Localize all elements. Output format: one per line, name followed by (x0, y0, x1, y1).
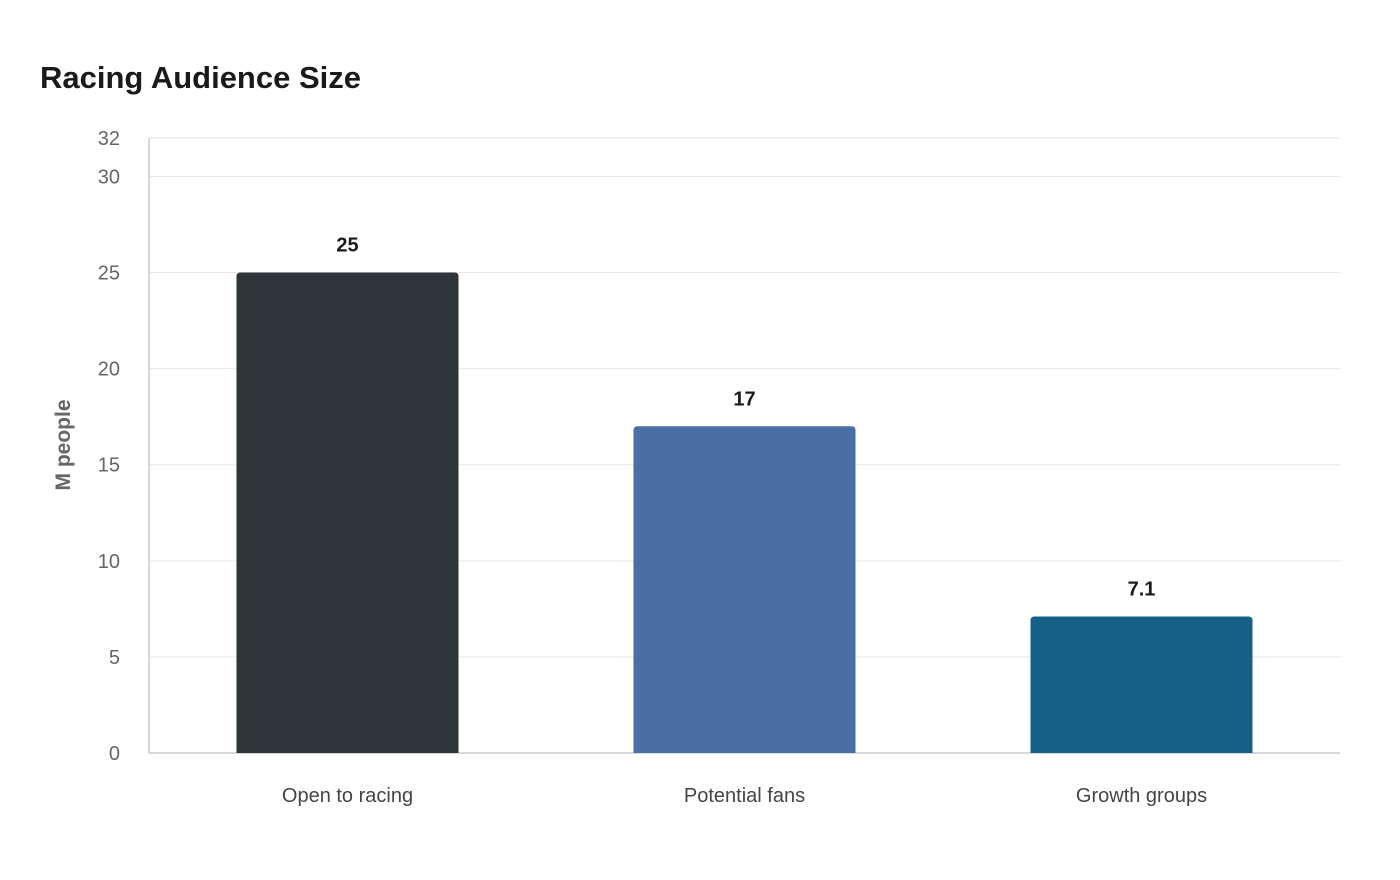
y-tick-labels: 0 5 10 15 20 25 30 32 (98, 128, 120, 765)
y-tick-label: 20 (98, 359, 120, 381)
y-tick-label: 0 (109, 743, 120, 765)
bars (236, 272, 1253, 753)
chart-title: Racing Audience Size (40, 60, 361, 95)
category-label-2: Potential fans (684, 785, 805, 807)
y-tick-label: 25 (98, 263, 120, 285)
value-labels: 25 17 7.1 (336, 235, 1155, 601)
bar-1 (236, 272, 459, 753)
y-tick-label: 32 (98, 128, 120, 150)
value-label-3: 7.1 (1128, 579, 1156, 601)
category-label-1: Open to racing (282, 785, 413, 807)
y-tick-label: 5 (109, 647, 120, 669)
y-tick-label: 15 (98, 455, 120, 477)
bar-3 (1030, 616, 1253, 753)
bar-2 (633, 426, 856, 753)
category-label-3: Growth groups (1076, 785, 1207, 807)
y-axis-title: M people (52, 399, 75, 490)
value-label-2: 17 (733, 388, 755, 410)
y-tick-label: 30 (98, 166, 120, 188)
value-label-1: 25 (336, 235, 358, 257)
category-labels: Open to racing Potential fans Growth group… (282, 785, 1207, 807)
y-tick-label: 10 (98, 551, 120, 573)
